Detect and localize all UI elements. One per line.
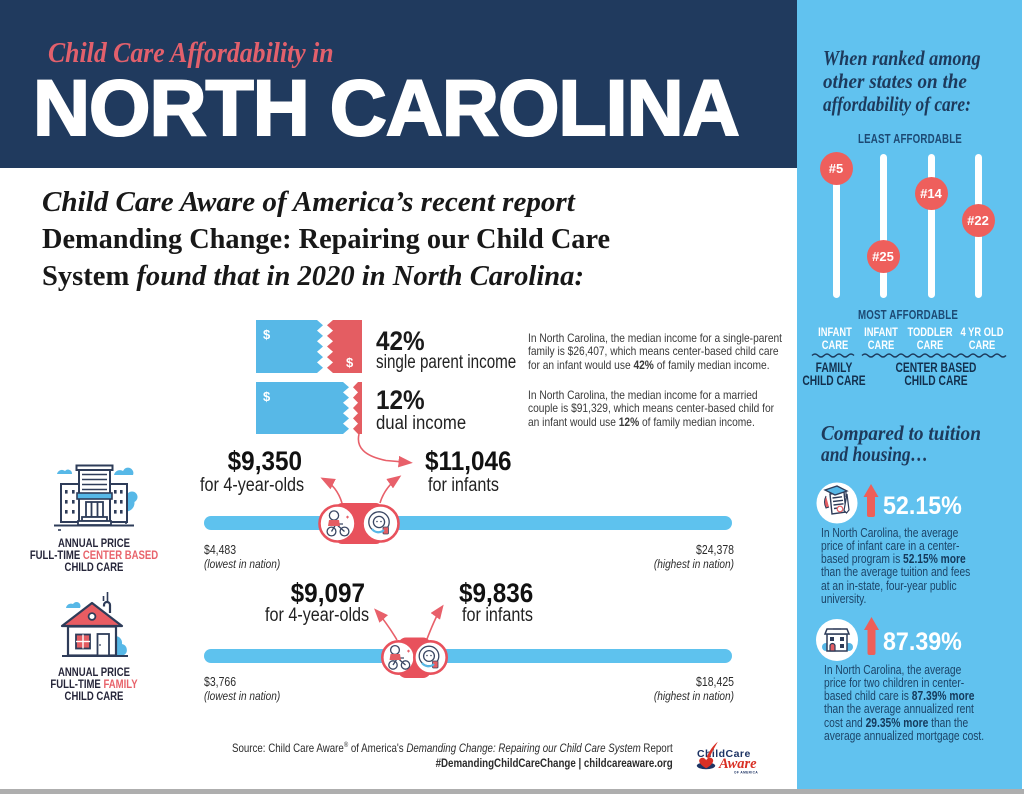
- svg-text:$: $: [263, 389, 271, 404]
- svg-text:OF AMERICA: OF AMERICA: [734, 771, 758, 775]
- svg-text:$: $: [346, 355, 354, 370]
- svg-text:Aware: Aware: [718, 756, 757, 772]
- svg-text:$: $: [263, 327, 271, 342]
